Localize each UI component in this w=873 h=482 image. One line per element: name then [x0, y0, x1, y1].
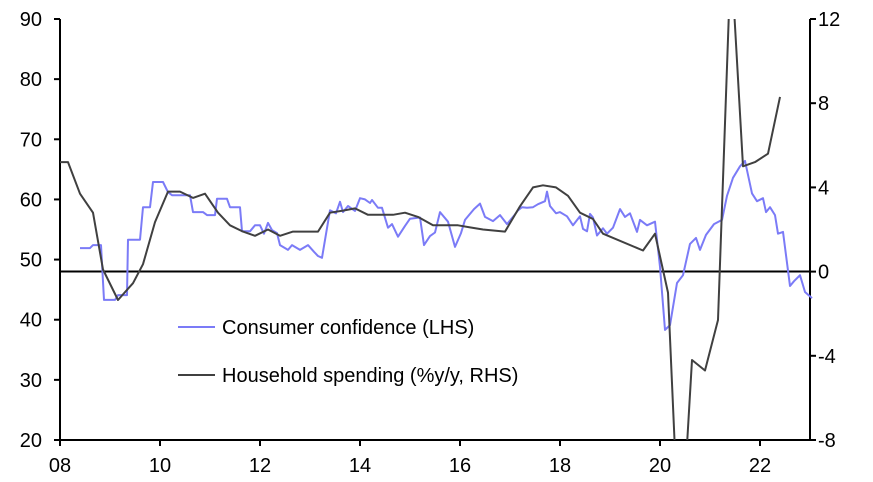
series-group: [60, 18, 813, 441]
y-left-tick-label: 20: [20, 430, 42, 452]
y-right-tick-label: -8: [818, 430, 836, 452]
x-tick-label: 10: [149, 455, 171, 477]
y-left-tick-label: 60: [20, 189, 42, 211]
y-right-tick-label: 4: [818, 177, 829, 199]
y-right-tick-label: 12: [818, 9, 840, 31]
y-left-tick-label: 90: [20, 9, 42, 31]
household-spending-line: [60, 18, 781, 441]
y-left-tick-label: 50: [20, 250, 42, 272]
y-left-tick-label: 70: [20, 129, 42, 151]
x-tick-label: 18: [549, 455, 571, 477]
y-right-tick-label: 0: [818, 262, 829, 284]
legend-label-consumer-confidence: Consumer confidence (LHS): [222, 317, 474, 339]
x-tick-label: 22: [749, 455, 771, 477]
legend-label-household-spending: Household spending (%y/y, RHS): [222, 365, 518, 387]
y-right-tick-label: 8: [818, 93, 829, 115]
y-left-tick-label: 30: [20, 370, 42, 392]
consumer-confidence-line: [80, 159, 813, 331]
y-right-tick-label: -4: [818, 346, 836, 368]
y-left-tick-label: 40: [20, 310, 42, 332]
x-tick-label: 16: [449, 455, 471, 477]
x-tick-label: 08: [49, 455, 71, 477]
x-tick-label: 12: [249, 455, 271, 477]
axes: 20 30 40 50 60 70 80 90 -8 -4 0 4 8 12 08 10 12 14 16 18 20 2…: [20, 9, 841, 477]
y-left-tick-label: 80: [20, 69, 42, 91]
x-tick-label: 14: [349, 455, 371, 477]
x-tick-label: 20: [649, 455, 671, 477]
legend: Consumer confidence (LHS) Household spen…: [178, 317, 518, 387]
